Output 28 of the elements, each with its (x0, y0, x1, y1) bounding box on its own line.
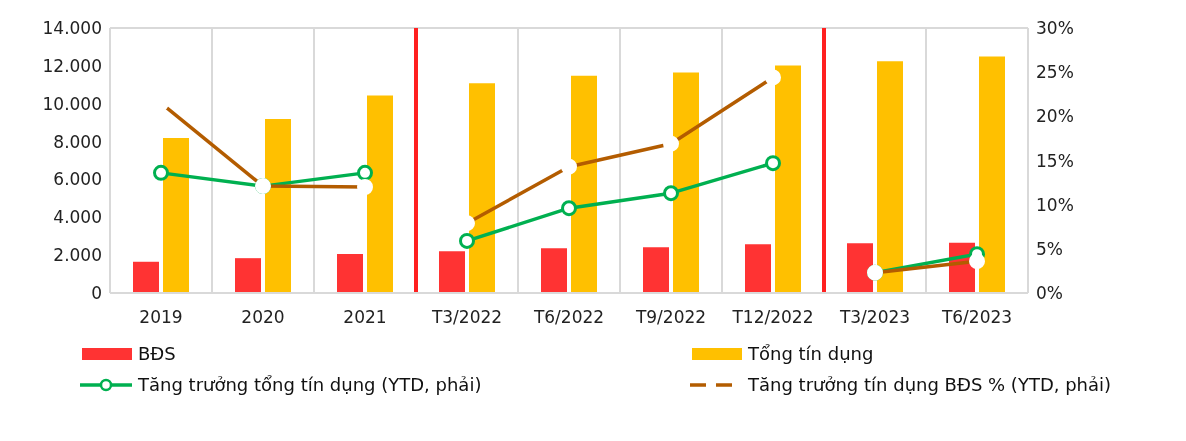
legend-label: Tăng trưởng tín dụng BĐS % (YTD, phải) (748, 374, 1112, 395)
x-tick-label: T9/2022 (634, 307, 707, 328)
legend-label: Tổng tín dụng (748, 343, 874, 364)
x-tick-label: 2021 (343, 307, 387, 328)
x-tick-label: 2020 (241, 307, 285, 328)
legend-label: BĐS (138, 343, 176, 364)
y-tick-label: 8.000 (53, 131, 102, 152)
x-tick-label: T12/2022 (731, 307, 814, 328)
x-tick-label: 2019 (139, 307, 183, 328)
y2-tick-label: 30% (1036, 18, 1074, 39)
legend-label: Tăng trưởng tổng tín dụng (YTD, phải) (138, 374, 482, 395)
x-tick-label: T3/2022 (430, 307, 503, 328)
y2-tick-label: 15% (1036, 150, 1074, 171)
y-tick-label: 10.000 (42, 93, 102, 114)
y-tick-label: 6.000 (53, 169, 102, 190)
y2-tick-label: 20% (1036, 106, 1074, 127)
y2-tick-label: 25% (1036, 62, 1074, 83)
y-tick-label: 2.000 (53, 245, 102, 266)
y-tick-label: 12.000 (42, 55, 102, 76)
y2-tick-label: 5% (1036, 238, 1063, 259)
y2-tick-label: 10% (1036, 194, 1074, 215)
y-tick-label: 4.000 (53, 207, 102, 228)
y-tick-label: 14.000 (42, 18, 102, 39)
x-tick-label: T6/2023 (940, 307, 1013, 328)
y-tick-label: 0 (91, 283, 102, 304)
x-tick-label: T3/2023 (838, 307, 911, 328)
x-tick-label: T6/2022 (532, 307, 605, 328)
y2-tick-label: 0% (1036, 283, 1063, 304)
